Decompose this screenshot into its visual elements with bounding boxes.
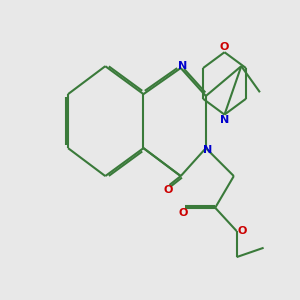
Text: O: O [237, 226, 247, 236]
Text: N: N [203, 145, 212, 154]
Text: O: O [220, 42, 229, 52]
Text: O: O [163, 185, 172, 195]
Text: N: N [220, 115, 229, 125]
Text: O: O [178, 208, 188, 218]
Text: N: N [178, 61, 187, 71]
